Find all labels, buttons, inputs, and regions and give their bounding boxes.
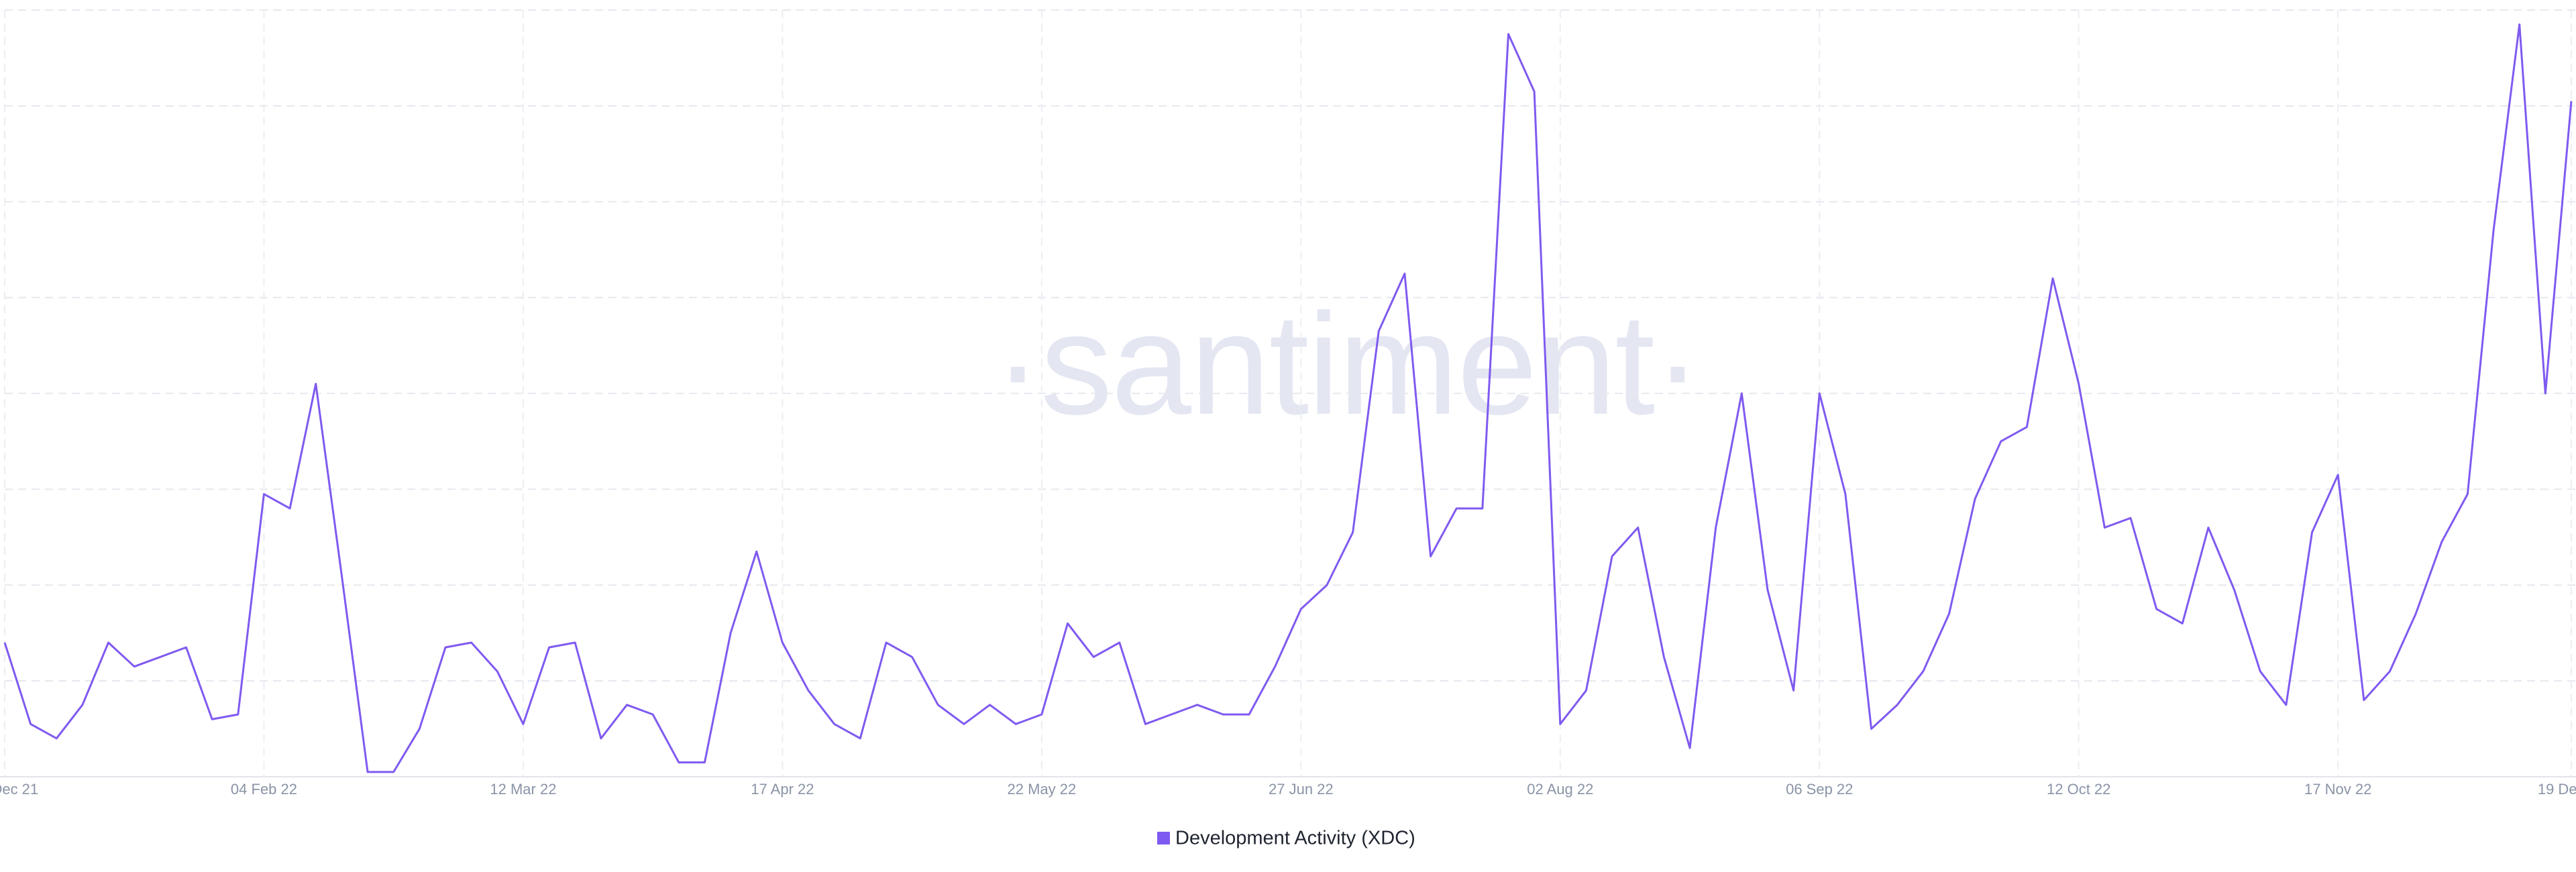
legend-item: Development Activity (XDC) — [1157, 828, 1415, 849]
x-tick-label: 27 Jun 22 — [1269, 781, 1334, 798]
watermark: ·santiment· — [994, 283, 1700, 445]
legend-swatch — [1157, 832, 1170, 844]
x-tick-label: 12 Oct 22 — [2047, 781, 2110, 798]
legend-label: Development Activity (XDC) — [1175, 828, 1415, 849]
x-tick-label: 31 Dec 21 — [0, 781, 38, 798]
x-tick-label: 19 Dec 22 — [2538, 781, 2576, 798]
data-line — [3, 23, 2573, 773]
x-tick-label: 12 Mar 22 — [490, 781, 556, 798]
x-tick-label: 17 Nov 22 — [2304, 781, 2371, 798]
x-tick-label: 17 Apr 22 — [751, 781, 814, 798]
x-tick-label: 22 May 22 — [1007, 781, 1076, 798]
x-tick-label: 04 Feb 22 — [231, 781, 297, 798]
x-tick-label: 02 Aug 22 — [1527, 781, 1593, 798]
x-tick-label: 06 Sep 22 — [1786, 781, 1853, 798]
